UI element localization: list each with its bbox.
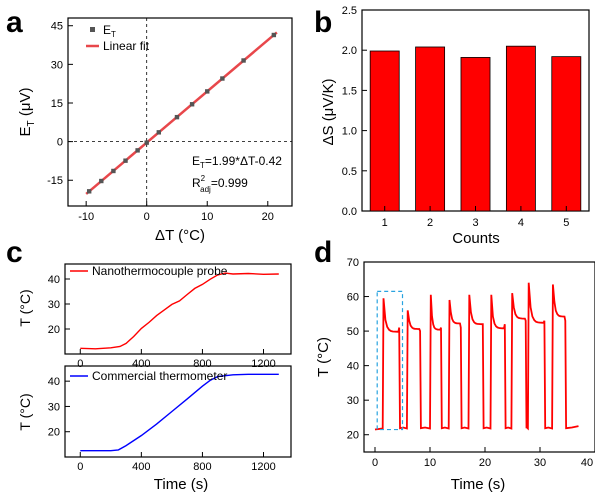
- x-tick-label: -10: [78, 211, 94, 223]
- fit-equation: ET=1.99*ΔT-0.42: [192, 154, 282, 170]
- x-tick-label: 10: [201, 211, 213, 223]
- y-tick-label: 0: [57, 137, 63, 149]
- y-tick-label: 60: [347, 292, 359, 304]
- y-tick-label: 30: [48, 401, 60, 413]
- data-point-et: [205, 89, 210, 94]
- y-tick-label: 40: [48, 376, 60, 388]
- x-tick-label: 400: [132, 358, 150, 370]
- data-point-et: [241, 58, 246, 63]
- series-line-commercial: [80, 373, 279, 452]
- y-tick-label: 20: [347, 430, 359, 442]
- chart-d-xlabel: Time (s): [451, 476, 505, 493]
- y-tick-label: -15: [47, 175, 63, 187]
- data-point-et: [271, 32, 277, 38]
- panel-letter-b: b: [314, 6, 332, 39]
- data-point-et: [86, 189, 92, 194]
- x-tick-label: 40: [581, 457, 593, 469]
- x-tick-label: 20: [262, 211, 274, 223]
- y-tick-label: 2.5: [342, 5, 357, 17]
- chart-b-xlabel: Counts: [452, 230, 500, 247]
- x-tick-label: 1200: [251, 358, 275, 370]
- y-tick-label: 70: [347, 257, 359, 269]
- x-tick-label: 800: [193, 358, 211, 370]
- y-tick-label: 0.5: [342, 166, 357, 178]
- data-point-et: [156, 130, 162, 135]
- chart-d: 20 30 40 50 60 70 0 10 20 30 40 Time (s) T (°C): [315, 257, 595, 493]
- x-tick-label: 0: [372, 457, 378, 469]
- legend-label-commercial: Commercial thermometer: [92, 369, 227, 383]
- chart-b-ylabel: ΔS (μV/K): [320, 78, 337, 145]
- x-tick-label: 0: [144, 211, 150, 223]
- chart-a-legend: ET Linear fit: [86, 23, 150, 53]
- chart-a-xlabel: ΔT (°C): [155, 227, 205, 244]
- x-tick-label: 20: [479, 457, 491, 469]
- bar-1: [369, 50, 400, 212]
- data-point-et: [99, 178, 104, 184]
- chart-c-top-ylabel: T (°C): [17, 289, 33, 326]
- chart-a-ylabel: ET (μV): [17, 88, 37, 137]
- chart-b: 1 2 3 4 5 0.0 0.5 1.0 1.5 2.0 2.5 Counts ΔS (μV/K): [320, 5, 590, 247]
- data-point-et: [220, 76, 225, 81]
- bar-4: [505, 45, 536, 212]
- series-line-temperature-pulses: [374, 282, 579, 431]
- x-tick-label: 2: [427, 217, 433, 229]
- x-tick-label: 400: [132, 461, 150, 473]
- x-tick-label: 1200: [251, 461, 275, 473]
- y-tick-label: 50: [347, 326, 359, 338]
- y-tick-label: 15: [51, 98, 63, 110]
- y-tick-label: 1.5: [342, 85, 357, 97]
- data-point-et: [189, 102, 195, 107]
- y-tick-label: 30: [51, 59, 63, 71]
- x-tick-label: 5: [563, 217, 569, 229]
- bar-3: [460, 57, 491, 212]
- data-point-et: [174, 114, 180, 120]
- data-point-et: [123, 158, 128, 163]
- legend-label-linear-fit: Linear fit: [103, 39, 150, 53]
- data-point-et: [111, 168, 116, 174]
- data-point-et: [135, 148, 140, 153]
- x-tick-label: 0: [77, 461, 83, 473]
- x-tick-label: 3: [472, 217, 478, 229]
- y-tick-label: 40: [347, 361, 359, 373]
- y-tick-label: 2.0: [342, 45, 357, 57]
- chart-a-frame: [67, 17, 293, 207]
- chart-c-top-frame: [64, 263, 292, 355]
- legend-label-et: ET: [103, 23, 116, 39]
- legend-label-nanothermocouple: Nanothermocouple probe: [92, 264, 228, 278]
- panel-letter-c: c: [6, 236, 23, 269]
- chart-d-ylabel: T (°C): [315, 337, 332, 377]
- bar-5: [551, 56, 582, 212]
- y-tick-label: 20: [48, 427, 60, 439]
- y-tick-label: 20: [48, 324, 60, 336]
- y-tick-label: 45: [51, 21, 63, 33]
- x-tick-label: 30: [534, 457, 546, 469]
- data-point-et: [144, 140, 149, 145]
- chart-c-bottom-ylabel: T (°C): [17, 393, 33, 430]
- chart-c-xlabel: Time (s): [154, 476, 208, 493]
- r-squared: R2 adj=0.999: [192, 174, 248, 194]
- x-tick-label: 4: [518, 217, 524, 229]
- x-tick-label: 0: [77, 358, 83, 370]
- panel-letter-a: a: [6, 6, 23, 39]
- panel-letter-d: d: [314, 236, 332, 269]
- y-tick-label: 30: [347, 395, 359, 407]
- series-line-nanothermocouple: [80, 272, 279, 350]
- x-tick-label: 1: [382, 217, 388, 229]
- highlight-box: [376, 290, 404, 431]
- chart-c-bottom-frame: [64, 365, 292, 458]
- y-tick-label: 30: [48, 299, 60, 311]
- y-tick-label: 40: [48, 274, 60, 286]
- y-tick-label: 1.0: [342, 126, 357, 138]
- chart-a: -10 0 10 20 -15 0 15 30 45 ET Linear fit ET=1.99…: [17, 17, 293, 244]
- x-tick-label: 10: [424, 457, 436, 469]
- y-tick-label: 0.0: [342, 206, 357, 218]
- chart-d-frame: [363, 261, 595, 453]
- legend-marker-et: [90, 27, 95, 32]
- x-tick-label: 800: [193, 461, 211, 473]
- bar-2: [415, 46, 446, 212]
